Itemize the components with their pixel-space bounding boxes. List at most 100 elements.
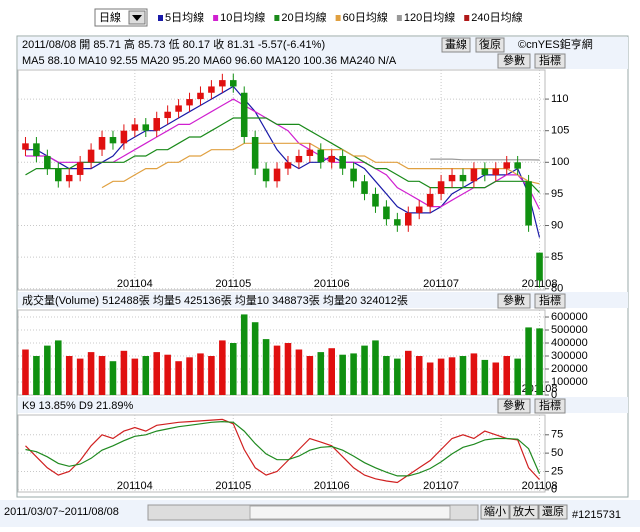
volume-bar — [65, 356, 73, 395]
volume-bar — [295, 349, 303, 395]
volume-bar — [44, 345, 51, 395]
legend-swatch — [335, 15, 341, 21]
candle-body — [317, 149, 325, 163]
volume-bar — [186, 357, 193, 395]
button[interactable]: 指標 — [534, 293, 566, 309]
volume-header — [18, 292, 628, 308]
button-box[interactable] — [475, 37, 505, 53]
volume-bar — [306, 356, 314, 395]
volume-bar — [87, 352, 95, 395]
candle-body — [186, 99, 193, 106]
candle-body — [481, 168, 489, 175]
button[interactable]: 參數 — [497, 293, 531, 309]
button-label: 縮小 — [484, 504, 506, 518]
button[interactable]: 畫線 — [441, 37, 471, 53]
button[interactable]: 參數 — [497, 398, 531, 414]
candle-body — [426, 193, 434, 207]
volume-bar — [33, 356, 40, 395]
button-box[interactable] — [441, 37, 471, 53]
button-box[interactable] — [534, 293, 566, 309]
button[interactable]: 指標 — [534, 53, 566, 69]
button-box[interactable] — [497, 53, 531, 69]
x-tick-label: 201107 — [423, 480, 459, 492]
brand: ©cnYES鉅亨網 — [518, 37, 593, 51]
candle-body — [394, 219, 401, 226]
y-tick-label: 110 — [551, 93, 569, 105]
volume-bar — [142, 356, 150, 395]
button[interactable]: 復原 — [475, 37, 505, 53]
candle-body — [230, 80, 237, 87]
legend-label: 240日均線 — [471, 10, 522, 24]
period-select[interactable]: 日線 — [94, 8, 148, 27]
candle-body — [142, 124, 150, 131]
button[interactable]: 還原 — [538, 504, 568, 520]
candle-body — [514, 162, 521, 169]
volume-bar — [415, 356, 423, 395]
candle-body — [284, 162, 292, 169]
y-tick-label: 80 — [551, 283, 563, 295]
candle-body — [405, 212, 412, 226]
button-box[interactable] — [534, 398, 566, 414]
volume-bar — [230, 343, 237, 395]
candle-body — [361, 181, 368, 194]
button-label: 指標 — [539, 398, 561, 412]
button-box[interactable] — [538, 504, 568, 520]
candle-body — [306, 149, 314, 156]
button-label: 還原 — [542, 505, 564, 518]
volume-bar — [317, 352, 325, 395]
button[interactable]: 指標 — [534, 398, 566, 414]
widget-frame — [16, 35, 629, 498]
x-tick-label: 201106 — [314, 278, 350, 290]
volume-bar — [262, 339, 270, 395]
candle-body — [120, 130, 128, 144]
button-box[interactable] — [497, 293, 531, 309]
volume-bar — [251, 322, 259, 395]
y-tick-label: 95 — [551, 188, 563, 200]
volume-bar — [372, 340, 379, 395]
volume-bar — [503, 356, 510, 395]
button-label: 參數 — [503, 398, 525, 412]
legend-label: 10日均線 — [220, 10, 265, 24]
volume-bar — [536, 328, 543, 395]
button[interactable]: 放大 — [509, 504, 539, 520]
volume-bar — [339, 354, 346, 395]
x-tick-label: 201106 — [314, 480, 350, 492]
series-line — [25, 418, 540, 484]
button-box[interactable] — [497, 398, 531, 414]
series-line — [25, 85, 541, 238]
button-box[interactable] — [480, 504, 510, 520]
series-line — [430, 158, 540, 161]
button-box[interactable] — [509, 504, 539, 520]
button[interactable]: 縮小 — [480, 504, 510, 520]
candle-body — [44, 155, 51, 169]
legend-swatch — [158, 15, 163, 21]
y-tick-label: 90 — [551, 219, 563, 231]
candle-body — [470, 168, 478, 182]
volume-bar — [350, 353, 357, 395]
legend-swatch — [274, 15, 280, 21]
volume-bar — [470, 353, 478, 395]
candle-body — [536, 252, 543, 281]
button[interactable]: 參數 — [497, 53, 531, 69]
y-tick-label: 100000 — [551, 376, 588, 388]
volume-bar — [109, 361, 117, 395]
button-box[interactable] — [534, 53, 566, 69]
y-tick-label: 500000 — [551, 324, 588, 336]
volume-bar — [175, 361, 182, 395]
y-tick-label: 75 — [551, 429, 563, 441]
candle-body — [55, 168, 62, 182]
select-arrow — [132, 15, 142, 21]
scroll-thumb[interactable] — [249, 505, 451, 520]
candle-body — [372, 193, 379, 207]
y-tick-label: 105 — [551, 125, 569, 137]
candle-body — [33, 143, 40, 156]
legend-swatch — [464, 15, 470, 21]
candle-body — [339, 155, 346, 169]
volume-bar — [22, 349, 29, 395]
ma-values: MA5 88.10 MA10 92.55 MA20 95.20 MA60 96.… — [22, 55, 397, 67]
y-tick-label: 50 — [551, 447, 563, 459]
candle-body — [295, 155, 303, 163]
volume-bar — [240, 314, 248, 395]
candle-body — [197, 92, 204, 100]
candle-body — [219, 80, 226, 87]
